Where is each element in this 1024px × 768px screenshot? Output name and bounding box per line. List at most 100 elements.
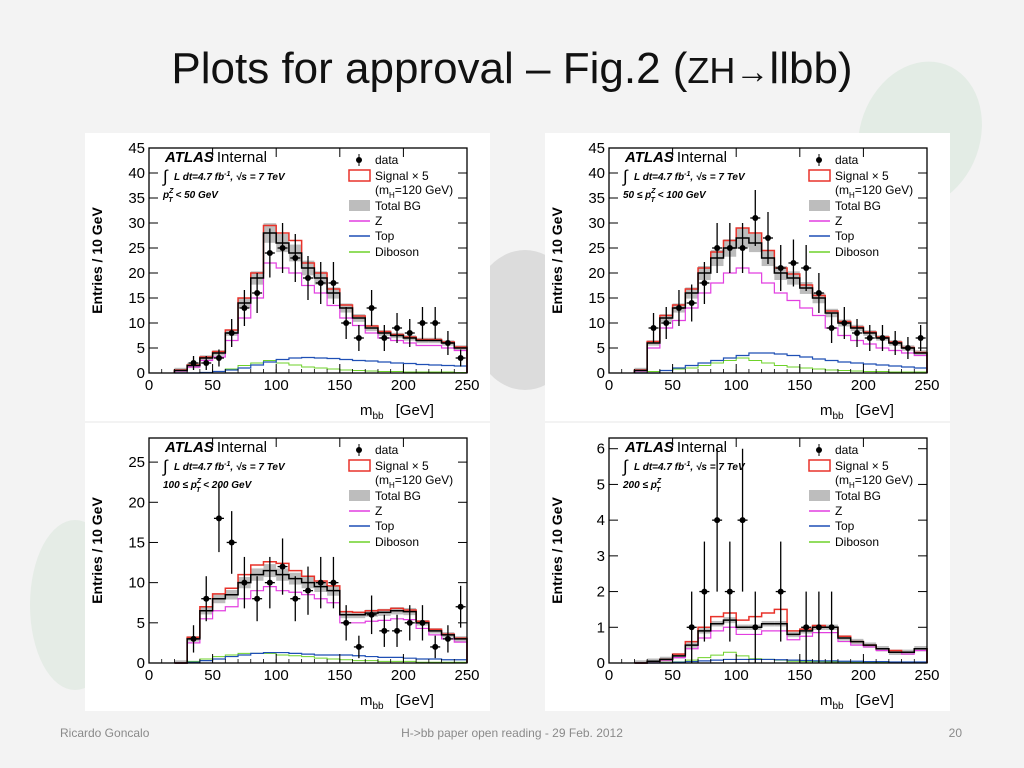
data-point-19 <box>432 643 439 650</box>
data-point-0 <box>190 360 197 366</box>
region-label: 200 ≤ pZ T <box>622 478 662 494</box>
top-line <box>634 352 928 374</box>
data-point-6 <box>726 245 733 251</box>
title-arrow-icon: → <box>735 53 770 91</box>
x-tick-label-4: 200 <box>851 377 876 394</box>
x-tick-label-5: 250 <box>454 667 479 684</box>
data-point-1 <box>203 595 210 602</box>
lumi-label: L dt=4.7 fb-1, √s = 7 TeV <box>174 171 286 183</box>
legend-data-label: data <box>835 153 859 167</box>
data-point-19 <box>432 320 439 326</box>
data-point-10 <box>317 280 324 286</box>
data-point-16 <box>394 627 401 634</box>
x-tick-label-1: 50 <box>204 377 221 394</box>
data-point-10 <box>777 265 784 271</box>
x-axis-label: mbb [GeV] <box>820 402 894 421</box>
data-point-18 <box>419 619 426 626</box>
x-tick-label-0: 0 <box>605 667 613 684</box>
histogram-chart-3: 0 50 100 150 200 250 0 5 10 15 20 25 mbb [GeV] Entries… <box>89 437 480 711</box>
y-tick-label-3: 15 <box>128 290 145 307</box>
legend-total-bg-swatch <box>809 490 830 501</box>
legend-signal-swatch <box>808 169 831 182</box>
footer-author: Ricardo Goncalo <box>60 726 150 740</box>
data-point-3 <box>688 300 695 306</box>
atlas-label: ATLAS Internal <box>624 439 727 456</box>
y-tick-label-4: 20 <box>128 494 145 511</box>
legend-signal-swatch <box>808 459 831 472</box>
atlas-label: ATLAS Internal <box>624 149 727 166</box>
x-tick-label-4: 200 <box>391 667 416 684</box>
plot-panel-2: 0 50 100 150 200 250 0 5 10 15 20 25 30 35 40 45 mbb [GeV… <box>545 133 950 421</box>
y-tick-label-4: 20 <box>128 265 145 282</box>
title-zh-text: ZH <box>687 50 736 91</box>
x-tick-label-3: 150 <box>787 667 812 684</box>
lumi-label: L dt=4.7 fb-1, √s = 7 TeV <box>634 171 746 183</box>
total-bg-band-0 <box>634 660 648 663</box>
data-point-7 <box>279 563 286 570</box>
plot-panel-4: 0 50 100 150 200 250 0 1 2 3 4 5 6 mbb [GeV] Entries / … <box>545 423 950 711</box>
data-point-4 <box>241 579 248 586</box>
legend-mass-label: (mH=120 GeV) <box>835 183 913 200</box>
legend-signal-label: Signal × 5 <box>835 169 889 183</box>
legend-signal-label: Signal × 5 <box>835 459 889 473</box>
atlas-label: ATLAS Internal <box>164 439 267 456</box>
integral-symbol: ∫ <box>622 167 629 186</box>
data-point-17 <box>406 619 413 626</box>
x-tick-label-0: 0 <box>605 377 613 394</box>
legend-mass-label: (mH=120 GeV) <box>835 473 913 490</box>
legend-top-label: Top <box>375 229 395 243</box>
x-tick-label-5: 250 <box>914 667 939 684</box>
y-tick-label-3: 3 <box>597 548 605 565</box>
data-point-16 <box>394 325 401 331</box>
legend-top-label: Top <box>835 229 855 243</box>
y-tick-label-6: 6 <box>597 441 605 458</box>
data-point-9 <box>305 275 311 281</box>
x-axis-label: mbb [GeV] <box>360 402 434 421</box>
y-axis-label: Entries / 10 GeV <box>549 497 565 604</box>
x-axis-label: mbb [GeV] <box>820 692 894 711</box>
data-point-6 <box>777 588 784 595</box>
legend-signal-label: Signal × 5 <box>375 459 429 473</box>
y-tick-label-5: 5 <box>597 476 605 493</box>
total-bg-line <box>173 232 468 373</box>
y-tick-label-0: 0 <box>597 365 605 382</box>
x-tick-label-0: 0 <box>145 667 153 684</box>
x-tick-label-1: 50 <box>204 667 221 684</box>
x-axis-label: mbb [GeV] <box>360 692 434 711</box>
legend-total-bg-label: Total BG <box>375 199 421 213</box>
data-point-5 <box>254 290 261 296</box>
y-tick-label-1: 5 <box>137 340 145 357</box>
y-tick-label-1: 5 <box>137 615 145 632</box>
plot-frame <box>608 147 928 374</box>
y-tick-label-2: 10 <box>588 315 605 332</box>
data-point-7 <box>279 245 286 251</box>
data-point-11 <box>330 280 337 286</box>
y-tick-label-4: 20 <box>588 265 605 282</box>
data-point-14 <box>368 305 375 311</box>
data-point-6 <box>266 250 273 256</box>
data-point-15 <box>381 335 388 341</box>
legend-z-label: Z <box>835 504 842 518</box>
plot-frame <box>608 437 928 664</box>
legend-z-label: Z <box>375 504 382 518</box>
data-point-1 <box>701 588 708 595</box>
data-point-8 <box>815 624 822 631</box>
data-point-8 <box>752 215 759 221</box>
data-point-5 <box>254 595 261 602</box>
x-tick-label-2: 100 <box>724 377 749 394</box>
plot-frame <box>148 147 468 374</box>
data-point-14 <box>828 325 835 331</box>
data-point-17 <box>866 335 873 341</box>
data-point-2 <box>675 305 682 311</box>
histogram-chart-4: 0 50 100 150 200 250 0 1 2 3 4 5 6 mbb [GeV] Entries / … <box>549 437 940 711</box>
data-point-11 <box>790 260 797 266</box>
y-tick-label-5: 25 <box>128 454 145 471</box>
y-tick-label-9: 45 <box>588 140 605 157</box>
x-tick-label-2: 100 <box>264 377 289 394</box>
x-tick-label-3: 150 <box>327 667 352 684</box>
legend-total-bg-label: Total BG <box>835 489 881 503</box>
integral-symbol: ∫ <box>622 457 629 476</box>
y-tick-label-2: 2 <box>597 584 605 601</box>
legend-top-label: Top <box>375 519 395 533</box>
data-point-3 <box>726 588 733 595</box>
